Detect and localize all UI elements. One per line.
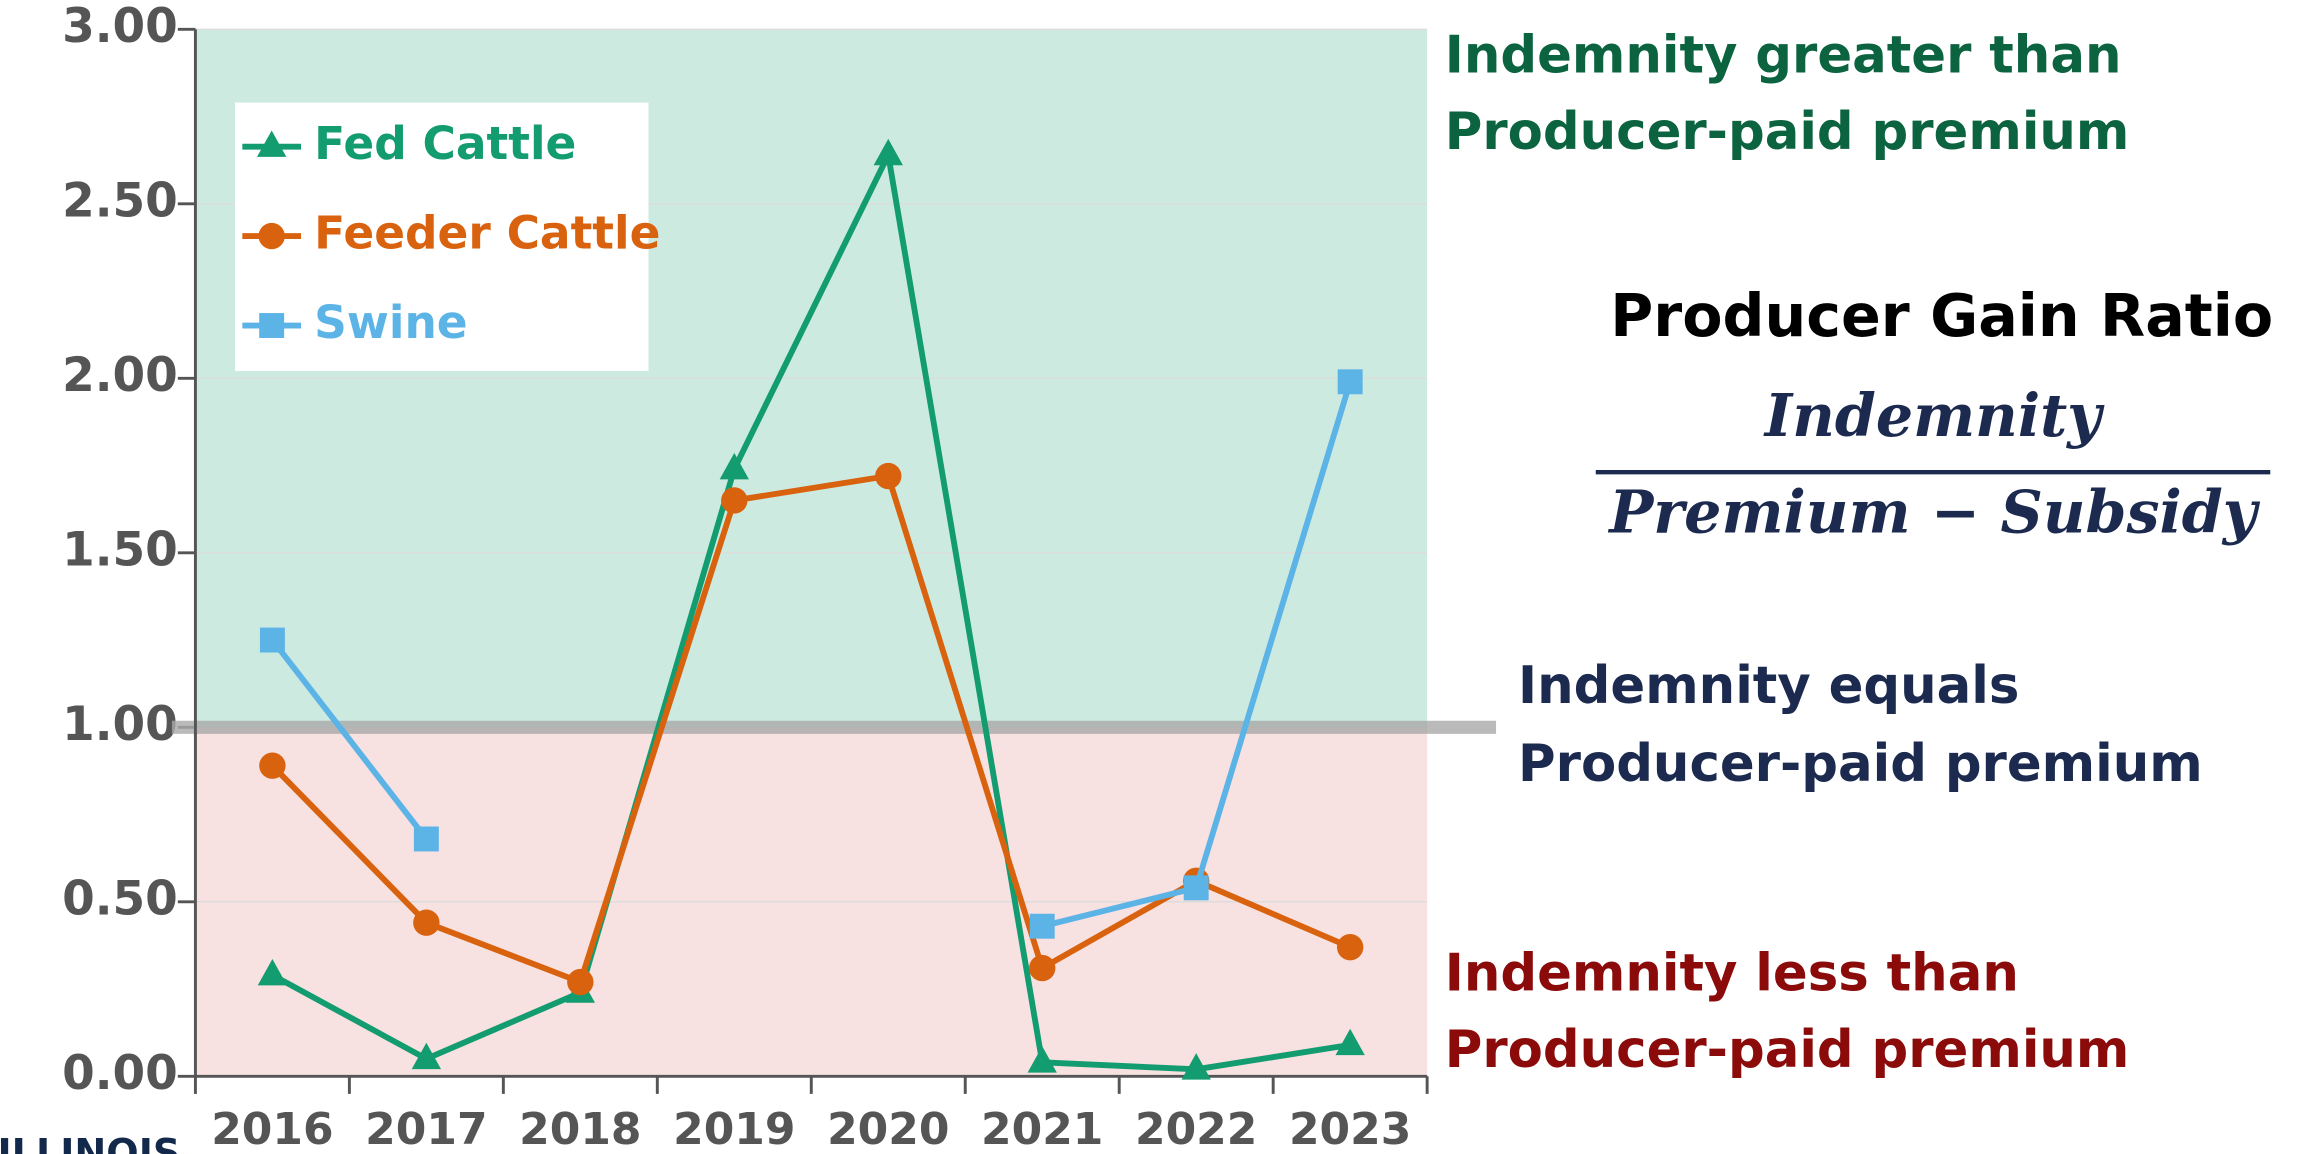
legend-marker: [259, 313, 285, 338]
data-point: [257, 958, 288, 986]
formula-denominator: Premium − Subsidy: [1607, 478, 2261, 547]
data-point: [259, 752, 286, 779]
data-point: [411, 1042, 442, 1070]
legend-marker: [257, 130, 287, 157]
data-point: [873, 138, 903, 166]
y-tick-label: 1.00: [62, 697, 178, 752]
legend-label: Feeder Cattle: [314, 207, 660, 260]
annotation-above: Indemnity greater than: [1445, 26, 2122, 86]
data-point: [721, 487, 748, 514]
x-tick-label: 2017: [365, 1104, 487, 1154]
data-point: [1027, 1046, 1057, 1073]
x-tick-label: 2022: [1135, 1104, 1257, 1154]
data-point: [1183, 875, 1209, 901]
data-point: [1029, 913, 1055, 939]
legend-label: Fed Cattle: [314, 117, 576, 170]
data-point: [567, 968, 594, 996]
x-tick-label: 2020: [827, 1104, 949, 1154]
data-point: [413, 826, 439, 852]
y-tick-label: 3.00: [62, 0, 178, 54]
annotation-below: Producer-paid premium: [1445, 1020, 2130, 1080]
y-tick-label: 1.50: [62, 522, 178, 577]
y-tick-label: 0.50: [62, 871, 178, 926]
x-tick-label: 2018: [519, 1104, 641, 1154]
legend-box: [235, 102, 649, 371]
y-tick-label: 2.00: [62, 348, 178, 403]
legend-marker: [258, 222, 285, 250]
data-point: [1336, 933, 1364, 961]
x-tick-label: 2019: [673, 1104, 795, 1154]
series-line: [271, 152, 1351, 1073]
annotation-equal: Indemnity equals: [1518, 656, 2019, 716]
data-point: [1029, 954, 1056, 982]
data-point: [1335, 1028, 1365, 1056]
y-tick-label: 0.00: [62, 1046, 178, 1101]
data-point: [875, 462, 902, 490]
data-point: [1181, 1053, 1211, 1080]
annotation-below: Indemnity less than: [1445, 944, 2019, 1004]
annotation-equal: Producer-paid premium: [1518, 734, 2203, 794]
data-point: [1337, 369, 1363, 395]
y-tick-label: 2.50: [62, 173, 178, 228]
data-point: [413, 909, 440, 936]
logo: ILLINOIS: [0, 1131, 180, 1154]
formula-title: Producer Gain Ratio: [1610, 282, 2273, 350]
data-point: [259, 627, 285, 653]
x-tick-label: 2023: [1289, 1104, 1411, 1154]
x-tick-label: 2021: [981, 1104, 1103, 1154]
data-point: [719, 452, 749, 480]
legend-label: Swine: [314, 296, 467, 349]
formula-numerator: Indemnity: [1763, 381, 2105, 450]
x-tick-label: 2016: [211, 1104, 333, 1154]
annotation-above: Producer-paid premium: [1445, 102, 2130, 162]
